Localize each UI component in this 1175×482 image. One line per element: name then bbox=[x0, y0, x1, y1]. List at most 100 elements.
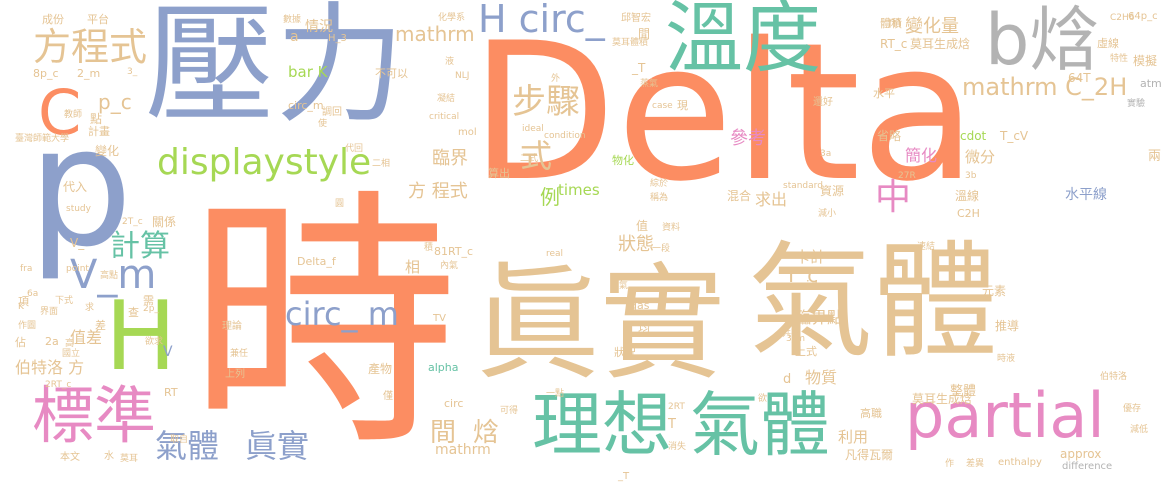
word-175: 兼任 bbox=[230, 349, 249, 359]
word-98: 關係 bbox=[152, 215, 177, 229]
word-50: 相 bbox=[405, 258, 421, 276]
word-182: 二相 bbox=[372, 159, 391, 169]
word-134: study bbox=[66, 204, 91, 214]
word-130: critical bbox=[429, 112, 460, 122]
word-129: case bbox=[652, 101, 673, 111]
word-20: 式 bbox=[520, 137, 553, 175]
word-124: gas bbox=[630, 299, 650, 312]
word-37: 簡化 bbox=[905, 146, 938, 165]
word-42: 卡計 bbox=[795, 248, 826, 266]
word-17: 方程式 bbox=[33, 25, 148, 69]
word-18: 計算 bbox=[110, 229, 170, 264]
word-171: 欲 bbox=[758, 394, 768, 404]
word-168: 差異 bbox=[966, 459, 985, 469]
word-72: difference bbox=[1062, 461, 1113, 472]
word-107: _T bbox=[618, 471, 630, 482]
word-85: 產物 bbox=[368, 362, 393, 376]
word-114: 佔 bbox=[15, 336, 26, 349]
word-95: 現 bbox=[677, 99, 688, 112]
word-177: 莫耳 bbox=[120, 454, 139, 464]
word-49: 情況 bbox=[305, 19, 333, 35]
word-55: RT_c bbox=[880, 37, 908, 51]
word-89: Delta_f bbox=[297, 255, 336, 268]
word-164: 伯特洛 bbox=[1100, 372, 1128, 382]
word-112: 項 bbox=[18, 295, 29, 308]
word-71: enthalpy bbox=[998, 457, 1042, 468]
word-146: 高 bbox=[65, 339, 75, 349]
word-1: 時 bbox=[188, 167, 458, 482]
word-145: 國立 bbox=[62, 349, 81, 359]
word-19: 步驟 bbox=[512, 82, 580, 122]
word-96: 值 bbox=[636, 219, 649, 233]
word-191: 液 bbox=[445, 57, 455, 67]
word-151: 稱為 bbox=[650, 193, 669, 203]
word-44: 值差 bbox=[70, 328, 103, 347]
word-179: 欲求 bbox=[145, 337, 164, 347]
word-184: 凝結 bbox=[437, 94, 456, 104]
word-27: mathrm C_2H bbox=[962, 73, 1128, 101]
word-109: 水 bbox=[104, 451, 114, 462]
word-60: 兩 bbox=[1148, 149, 1162, 164]
word-80: T bbox=[668, 417, 676, 432]
word-30: T_c bbox=[785, 263, 819, 287]
word-82: 間 bbox=[638, 27, 651, 41]
word-197: 蒸氣 bbox=[640, 79, 659, 89]
word-119: 8p_c bbox=[33, 67, 59, 80]
word-131: condition bbox=[544, 131, 586, 141]
word-189: 莫耳體積 bbox=[612, 38, 649, 48]
word-163: 時液 bbox=[997, 354, 1016, 364]
word-169: 2RT bbox=[668, 402, 685, 412]
word-173: 一點 bbox=[546, 389, 565, 399]
word-69: 凡得瓦爾 bbox=[845, 448, 894, 462]
word-110: 臺灣師範大學 bbox=[15, 134, 70, 144]
word-62: atm bbox=[1140, 77, 1162, 90]
word-147: 積 bbox=[424, 243, 434, 253]
word-28: mathrm bbox=[395, 22, 475, 46]
word-165: 優存 bbox=[1123, 404, 1142, 414]
word-87: alpha bbox=[428, 361, 459, 374]
word-0: Delta bbox=[470, 2, 977, 223]
word-161: 速結 bbox=[917, 242, 936, 252]
word-126: TV bbox=[433, 313, 446, 324]
word-187: NLJ bbox=[455, 71, 470, 81]
word-150: 資料 bbox=[662, 223, 681, 233]
word-153: 減小 bbox=[818, 209, 837, 219]
word-70: 莫耳生成焓 bbox=[912, 392, 973, 406]
word-84: V bbox=[163, 344, 173, 360]
word-123: mol bbox=[458, 127, 477, 138]
word-32: 臨界 bbox=[432, 148, 468, 169]
word-45: 伯特洛 方 bbox=[15, 358, 85, 377]
word-144: 作圖 bbox=[18, 321, 37, 331]
word-52: 64T bbox=[1068, 71, 1091, 85]
word-68: 高職 bbox=[860, 407, 882, 420]
word-195: 6a bbox=[27, 289, 39, 299]
word-21: 中 bbox=[875, 177, 912, 218]
word-99: 點 bbox=[90, 112, 103, 126]
word-91: 資源 bbox=[820, 184, 845, 198]
word-64: 推導 bbox=[995, 319, 1020, 333]
word-158: 水平 bbox=[873, 87, 895, 100]
word-12: partial bbox=[905, 379, 1105, 452]
word-141: 求 bbox=[85, 303, 95, 313]
word-127: 內氣 bbox=[440, 261, 459, 271]
word-186: 外 bbox=[551, 74, 561, 84]
word-194: fra bbox=[20, 264, 33, 274]
word-26: 焓 bbox=[473, 418, 500, 448]
word-140: 高點 bbox=[100, 271, 119, 281]
word-154: 27R bbox=[898, 171, 916, 181]
word-136: 邱智宏 bbox=[621, 13, 651, 24]
word-139: H_3 bbox=[328, 33, 347, 44]
word-183: 使 bbox=[318, 119, 328, 129]
word-117: 查 bbox=[128, 306, 139, 319]
word-34: 狀態 bbox=[618, 234, 654, 255]
word-128: ideal bbox=[522, 124, 544, 134]
word-120: RT bbox=[164, 386, 178, 399]
word-180: 3_m bbox=[786, 334, 805, 344]
word-97: 代入 bbox=[63, 180, 88, 194]
word-23: 氣體 bbox=[155, 427, 220, 465]
word-16: V_m bbox=[70, 252, 157, 298]
word-76: a bbox=[290, 29, 299, 45]
word-93: 物化 bbox=[612, 154, 634, 167]
word-40: 物質 bbox=[805, 368, 838, 387]
word-75: 64p_c bbox=[1128, 11, 1158, 22]
